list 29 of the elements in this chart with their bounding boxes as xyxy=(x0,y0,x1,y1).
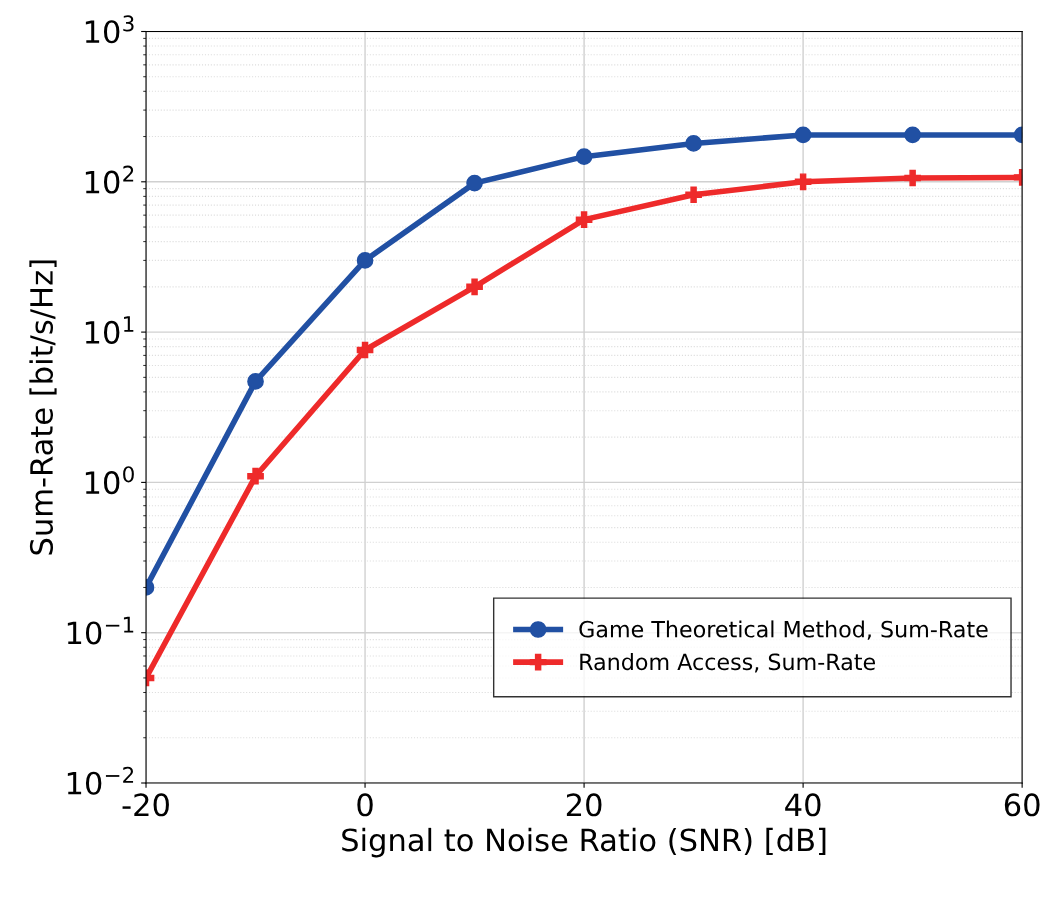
y-tick-label: 10$^{0}$ xyxy=(85,466,134,495)
x-tick-label: 0 xyxy=(357,793,373,817)
legend-label: Game Theoretical Method, Sum-Rate xyxy=(579,620,988,640)
point xyxy=(356,341,374,359)
point xyxy=(247,373,264,390)
point xyxy=(904,169,921,187)
y-tick-label: 10$^{−2}$ xyxy=(67,766,134,795)
point xyxy=(685,186,702,204)
point xyxy=(247,467,264,485)
x-tick-label: 60 xyxy=(1004,793,1040,817)
y-tick-label: 10$^{1}$ xyxy=(85,316,134,344)
point xyxy=(356,252,374,269)
point xyxy=(575,211,593,228)
point xyxy=(794,126,812,144)
point xyxy=(466,278,483,296)
point xyxy=(575,148,593,165)
y-tick-label: 10$^{3}$ xyxy=(85,15,134,44)
x-axis-title: Signal to Noise Ratio (SNR) [dB] xyxy=(342,827,826,858)
y-axis-title: Sum-Rate [bit/s/Hz] xyxy=(29,260,57,555)
point xyxy=(685,135,702,152)
x-tick-label: 40 xyxy=(785,793,821,817)
x-tick-label: 20 xyxy=(566,793,602,817)
point xyxy=(466,174,483,192)
y-tick-label: 10$^{2}$ xyxy=(85,165,134,194)
point xyxy=(904,126,921,144)
legend-label: Random Access, Sum-Rate xyxy=(580,653,875,673)
y-tick-label: 10$^{−1}$ xyxy=(67,616,134,645)
x-tick-label: -20 xyxy=(122,793,169,817)
point xyxy=(794,173,812,191)
